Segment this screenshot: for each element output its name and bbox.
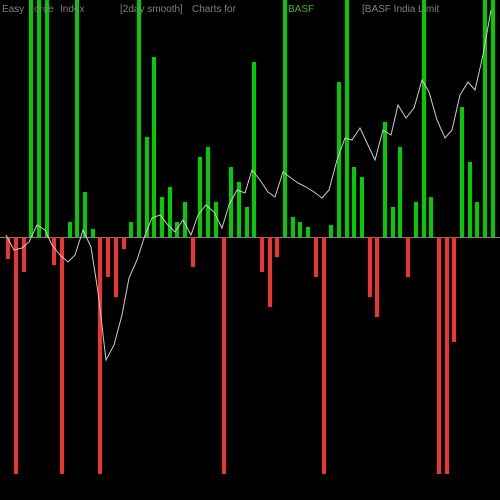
title-segment: [BASF India Limit (362, 4, 439, 15)
title-segment: Charts for (192, 4, 236, 15)
title-segment: [2day smooth] (120, 4, 183, 15)
price-line-chart (0, 0, 500, 500)
title-segment: Index (60, 4, 84, 15)
title-segment: Easy (2, 4, 24, 15)
force-index-chart: Easy Force Index [2day smooth] Charts for BAS… (0, 0, 500, 500)
chart-title-row: Easy Force Index [2day smooth] Charts for BAS… (0, 4, 500, 18)
price-line-path (6, 10, 491, 360)
title-segment: BASF (288, 4, 314, 15)
title-segment: Force (28, 4, 54, 15)
